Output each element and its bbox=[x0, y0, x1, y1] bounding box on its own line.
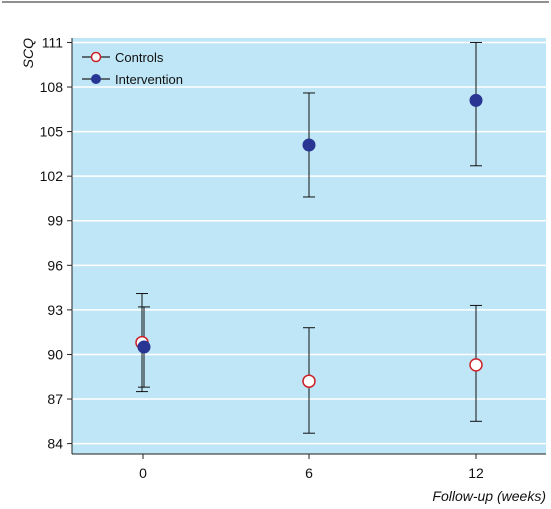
legend-marker-intervention bbox=[91, 74, 101, 84]
legend-item-intervention: Intervention bbox=[82, 72, 183, 87]
y-tick-label-96: 96 bbox=[47, 257, 63, 273]
legend-label-controls: Controls bbox=[115, 50, 164, 65]
legend-label-intervention: Intervention bbox=[115, 72, 183, 87]
y-tick-label-87: 87 bbox=[47, 391, 63, 407]
y-tick-label-105: 105 bbox=[40, 124, 64, 140]
y-tick-label-111: 111 bbox=[42, 34, 63, 50]
legend-item-controls: Controls bbox=[82, 50, 164, 65]
y-tick-label-90: 90 bbox=[47, 346, 63, 362]
point-intervention-6 bbox=[302, 138, 316, 152]
y-tick-label-84: 84 bbox=[47, 436, 63, 452]
y-axis-ticks: 84 87 90 93 96 99 102 105 108 111 bbox=[40, 34, 72, 452]
legend: Controls Intervention bbox=[82, 50, 183, 87]
legend-marker-controls bbox=[90, 51, 102, 63]
x-axis-title: Follow-up (weeks) bbox=[432, 488, 546, 504]
y-tick-label-93: 93 bbox=[47, 302, 63, 318]
point-intervention-0 bbox=[137, 340, 151, 354]
point-controls-12 bbox=[469, 358, 483, 372]
y-axis-title: SCQ bbox=[20, 38, 36, 68]
y-tick-label-99: 99 bbox=[47, 213, 63, 229]
y-tick-label-108: 108 bbox=[40, 79, 64, 95]
y-tick-label-102: 102 bbox=[40, 168, 64, 184]
point-controls-6 bbox=[302, 374, 316, 388]
x-tick-label-12: 12 bbox=[468, 465, 484, 481]
data-points bbox=[135, 93, 483, 388]
x-axis-ticks: 0 6 12 bbox=[139, 454, 484, 481]
point-intervention-12 bbox=[469, 93, 483, 107]
x-tick-label-0: 0 bbox=[139, 465, 147, 481]
x-tick-label-6: 6 bbox=[305, 465, 313, 481]
